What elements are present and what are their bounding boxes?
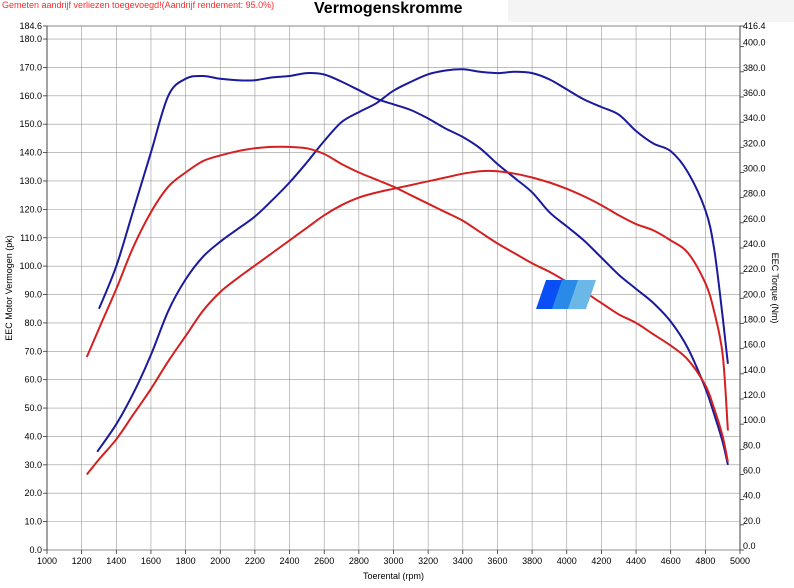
series-line-2: [98, 72, 729, 466]
x-tick-label: 3200: [418, 556, 438, 566]
x-tick-label: 2800: [349, 556, 369, 566]
y2-tick-label: 180.0: [743, 314, 766, 324]
x-tick-label: 4400: [626, 556, 646, 566]
x-tick-label: 3000: [383, 556, 403, 566]
y2-tick-label: 340.0: [743, 113, 766, 123]
y-tick-label: 70.0: [24, 346, 42, 356]
y-tick-label: 140.0: [19, 148, 42, 158]
y2-tick-label: 20.0: [743, 516, 761, 526]
x-tick-label: 5000: [730, 556, 750, 566]
brand-logo: [536, 280, 596, 309]
y2-tick-label: 80.0: [743, 440, 761, 450]
drive-loss-notice: Gemeten aandrijf verliezen toegevoegd!(A…: [2, 0, 275, 10]
y2-axis-title: EEC Torque (Nm): [770, 253, 780, 324]
x-tick-label: 4600: [661, 556, 681, 566]
y2-tick-label: 60.0: [743, 465, 761, 475]
y2-tick-label: 320.0: [743, 138, 766, 148]
x-tick-label: 3800: [522, 556, 542, 566]
y2-tick-label: 260.0: [743, 214, 766, 224]
y2-tick-label: 380.0: [743, 63, 766, 73]
x-tick-label: 1600: [141, 556, 161, 566]
x-tick-label: 1400: [106, 556, 126, 566]
chart-axes: 1000 1200 1400 1600 1800 2000 2200 2400 2600 2800…: [4, 21, 780, 581]
x-tick-label: 2400: [280, 556, 300, 566]
logo-block-2: [552, 280, 580, 309]
chart-title: Vermogenskromme: [314, 0, 463, 17]
y-tick-label: 180.0: [19, 34, 42, 44]
x-tick-label: 4000: [557, 556, 577, 566]
series-line-3: [85, 145, 729, 463]
x-tick-label: 4200: [591, 556, 611, 566]
y-tick-label: 10.0: [24, 517, 42, 527]
chart-series: [85, 68, 729, 476]
y2-tick-label: 0.0: [743, 541, 756, 551]
y2-tick-label: 220.0: [743, 264, 766, 274]
y2-tick-label: 120.0: [743, 390, 766, 400]
series-line-1: [96, 68, 729, 453]
x-tick-label: 4800: [695, 556, 715, 566]
y2-top-label: 416.4: [743, 21, 766, 31]
y-tick-label: 20.0: [24, 488, 42, 498]
logo-block-3: [568, 280, 596, 309]
y2-tick-label: 100.0: [743, 415, 766, 425]
x-tick-label: 1800: [176, 556, 196, 566]
y2-tick-label: 140.0: [743, 365, 766, 375]
y2-tick-label: 160.0: [743, 340, 766, 350]
x-tick-label: 2200: [245, 556, 265, 566]
y2-tick-label: 400.0: [743, 38, 766, 48]
x-tick-label: 1200: [72, 556, 92, 566]
y-tick-label: 40.0: [24, 431, 42, 441]
y-tick-label: 90.0: [24, 290, 42, 300]
y-tick-label: 110.0: [20, 233, 42, 243]
x-axis-title: Toerental (rpm): [363, 571, 424, 581]
series-line-4: [86, 169, 729, 476]
y2-tick-label: 360.0: [743, 88, 766, 98]
y-tick-label: 50.0: [24, 403, 42, 413]
y-tick-label: 0.0: [29, 545, 42, 555]
y-tick-label: 100.0: [19, 261, 42, 271]
y2-tick-label: 40.0: [743, 491, 761, 501]
y2-tick-label: 240.0: [743, 239, 766, 249]
x-tick-label: 2600: [314, 556, 334, 566]
y-tick-label: 170.0: [19, 62, 42, 72]
y2-tick-label: 300.0: [743, 163, 766, 173]
title-band: [508, 0, 794, 22]
y-tick-label: 150.0: [19, 119, 42, 129]
y-tick-label: 80.0: [24, 318, 42, 328]
y-top-label: 184.6: [19, 21, 42, 31]
y-tick-label: 130.0: [19, 176, 42, 186]
y-tick-label: 160.0: [19, 91, 42, 101]
y2-tick-label: 200.0: [743, 289, 766, 299]
y-tick-label: 30.0: [24, 460, 42, 470]
y-axis-title: EEC Motor Vermogen (pk): [4, 235, 14, 341]
x-tick-label: 3400: [453, 556, 473, 566]
x-tick-label: 3600: [487, 556, 507, 566]
y2-tick-label: 280.0: [743, 189, 766, 199]
x-tick-label: 1000: [37, 556, 57, 566]
y-tick-label: 120.0: [19, 204, 42, 214]
x-tick-label: 2000: [210, 556, 230, 566]
y-tick-label: 60.0: [24, 375, 42, 385]
